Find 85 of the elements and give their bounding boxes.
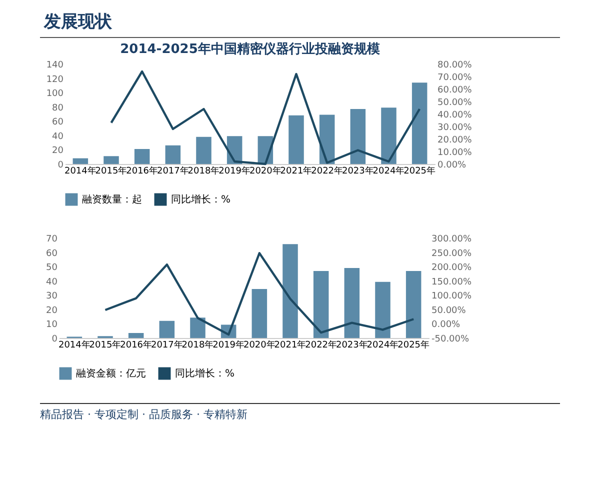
y2-tick-label: 50.00% [438, 98, 472, 108]
legend-label: 同比增长：% [175, 368, 235, 380]
y2-tick-label: 30.00% [438, 123, 472, 133]
bar [159, 320, 175, 338]
y-tick-label: 140 [46, 60, 64, 70]
y-tick-label: 20 [52, 146, 64, 156]
x-tick-label: 2019年 [218, 166, 251, 176]
x-tick-label: 2015年 [95, 166, 128, 176]
x-tick-label: 2016年 [120, 340, 152, 350]
bar [134, 149, 150, 164]
x-tick-label: 2021年 [280, 166, 312, 176]
x-tick-label: 2017年 [150, 340, 183, 350]
y2-tick-label: 40.00% [438, 110, 472, 120]
x-tick-label: 2017年 [156, 166, 189, 176]
y2-tick-label: 60.00% [438, 86, 472, 96]
y2-tick-label: 150.00% [432, 277, 472, 288]
chart-title: 2014-2025年中国精密仪器行业投融资规模 [120, 41, 380, 57]
y2-tick-label: 80.00% [438, 60, 472, 70]
x-tick-label: 2014年 [58, 340, 90, 350]
x-tick-label: 2024年 [372, 166, 405, 176]
x-tick-label: 2015年 [89, 340, 122, 350]
text: 精品报告 · 专项定制 · 品质服务 · 专精特新 [40, 403, 560, 422]
x-tick-label: 2022年 [311, 166, 344, 176]
x-tick-label: 2021年 [274, 340, 306, 350]
legend-label: 融资数量：起 [82, 194, 142, 206]
y-tick-label: 60 [52, 118, 64, 128]
bar [313, 271, 329, 338]
bar [252, 289, 268, 338]
y-tick-label: 30 [46, 292, 58, 302]
x-tick-label: 2022年 [305, 340, 338, 350]
y2-tick-label: 200.00% [432, 263, 472, 274]
x-tick-label: 2018年 [188, 166, 220, 176]
y-tick-label: 20 [46, 306, 58, 316]
bar [282, 244, 298, 338]
y2-tick-label: -50.00% [432, 334, 470, 344]
y-tick-label: 0 [58, 160, 64, 170]
bar [406, 271, 422, 338]
x-tick-label: 2014年 [64, 166, 96, 176]
x-tick-label: 2023年 [336, 340, 368, 350]
x-tick-label: 2025年 [404, 166, 436, 176]
x-tick-label: 2020年 [243, 340, 276, 350]
bar [128, 333, 144, 338]
y-tick-label: 10 [46, 320, 58, 330]
bar [288, 115, 304, 164]
bar [165, 145, 181, 164]
y2-tick-label: 70.00% [438, 73, 472, 83]
y-tick-label: 40 [52, 132, 64, 142]
y2-tick-label: 250.00% [432, 248, 472, 259]
bar [190, 318, 206, 338]
bar [381, 108, 396, 164]
line-series [104, 252, 415, 336]
bar [319, 114, 335, 164]
legend-label: 同比增长：% [171, 194, 231, 206]
y-tick-label: 60 [46, 248, 58, 259]
bar [350, 109, 366, 164]
bar [412, 82, 428, 164]
x-tick-label: 2018年 [182, 340, 214, 350]
y2-tick-label: 0.00% [432, 320, 461, 330]
y2-tick-label: 50.00% [432, 306, 466, 316]
y2-tick-label: 20.00% [438, 136, 472, 146]
x-tick-label: 2024年 [366, 340, 399, 350]
y-tick-label: 120 [46, 74, 64, 85]
y-tick-label: 40 [46, 277, 58, 288]
x-tick-label: 2020年 [249, 166, 282, 176]
bar [375, 282, 390, 338]
x-tick-label: 2016年 [126, 166, 158, 176]
bar [344, 268, 360, 338]
y-tick-label: 0 [52, 334, 58, 344]
y-tick-label: 50 [46, 263, 58, 274]
y2-tick-label: 100.00% [432, 292, 472, 302]
y2-tick-label: 10.00% [438, 148, 472, 158]
y-tick-label: 70 [46, 234, 58, 244]
legend-label: 融资金额：亿元 [76, 368, 146, 380]
bar [196, 136, 212, 164]
x-tick-label: 2023年 [342, 166, 374, 176]
x-tick-label: 2019年 [212, 340, 245, 350]
x-tick-label: 2025年 [398, 340, 430, 350]
y2-tick-label: 300.00% [432, 234, 472, 244]
y2-tick-label: 0.00% [438, 160, 467, 170]
bar [72, 158, 88, 164]
bar [104, 156, 119, 164]
y-tick-label: 100 [46, 89, 64, 100]
line-series [110, 70, 421, 166]
y-tick-label: 80 [52, 103, 64, 114]
text: 发展现状 [40, 8, 560, 38]
